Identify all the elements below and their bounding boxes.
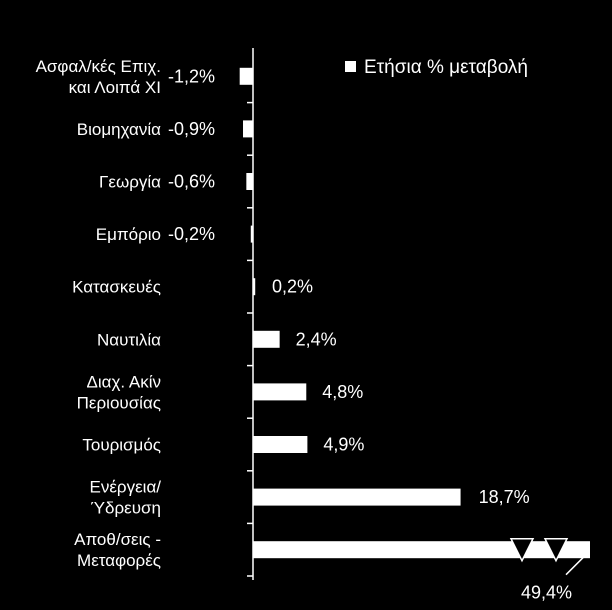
axis-break-marker bbox=[509, 537, 535, 563]
legend-swatch bbox=[345, 61, 356, 72]
category-label: Διαχ. Ακίν bbox=[86, 372, 161, 391]
bar bbox=[250, 225, 253, 243]
data-label-leader bbox=[565, 552, 589, 576]
legend-label: Ετήσια % μεταβολή bbox=[364, 57, 528, 78]
category-label: Ύδρευση bbox=[91, 499, 162, 518]
category-label: Ασφαλ/κές Επιχ. bbox=[36, 57, 161, 76]
category-label: Ναυτιλία bbox=[97, 330, 161, 349]
bar bbox=[253, 488, 461, 506]
category-label: Κατασκευές bbox=[72, 278, 161, 297]
data-label: -0,9% bbox=[168, 119, 215, 139]
category-label: Βιομηχανία bbox=[77, 120, 161, 139]
data-label: 0,2% bbox=[272, 277, 313, 297]
bar bbox=[253, 330, 280, 348]
category-label: Γεωργία bbox=[99, 173, 161, 192]
category-label: και Λοιπά XI bbox=[69, 78, 161, 97]
data-label: -1,2% bbox=[168, 66, 215, 86]
data-label: 4,9% bbox=[323, 435, 364, 455]
bar bbox=[253, 541, 590, 559]
bar bbox=[243, 120, 253, 138]
bar bbox=[246, 173, 253, 190]
data-label: 2,4% bbox=[296, 329, 337, 349]
category-label: Εμπόριο bbox=[96, 225, 161, 244]
data-label: 4,8% bbox=[322, 382, 363, 402]
category-label: Περιουσίας bbox=[77, 393, 161, 412]
category-label: Μεταφορές bbox=[77, 551, 161, 570]
data-label: 18,7% bbox=[479, 487, 530, 507]
bar bbox=[253, 436, 308, 453]
category-label: Τουρισμός bbox=[82, 436, 161, 455]
data-label: 49,4% bbox=[521, 583, 572, 603]
category-label: Ενέργεια/ bbox=[90, 478, 162, 497]
axis-break-marker bbox=[543, 537, 569, 563]
bar bbox=[253, 278, 256, 296]
category-label: Αποθ/σεις - bbox=[74, 530, 161, 549]
data-label: -0,6% bbox=[168, 172, 215, 192]
bar bbox=[253, 383, 307, 401]
bar bbox=[239, 67, 253, 85]
data-label: -0,2% bbox=[168, 224, 215, 244]
